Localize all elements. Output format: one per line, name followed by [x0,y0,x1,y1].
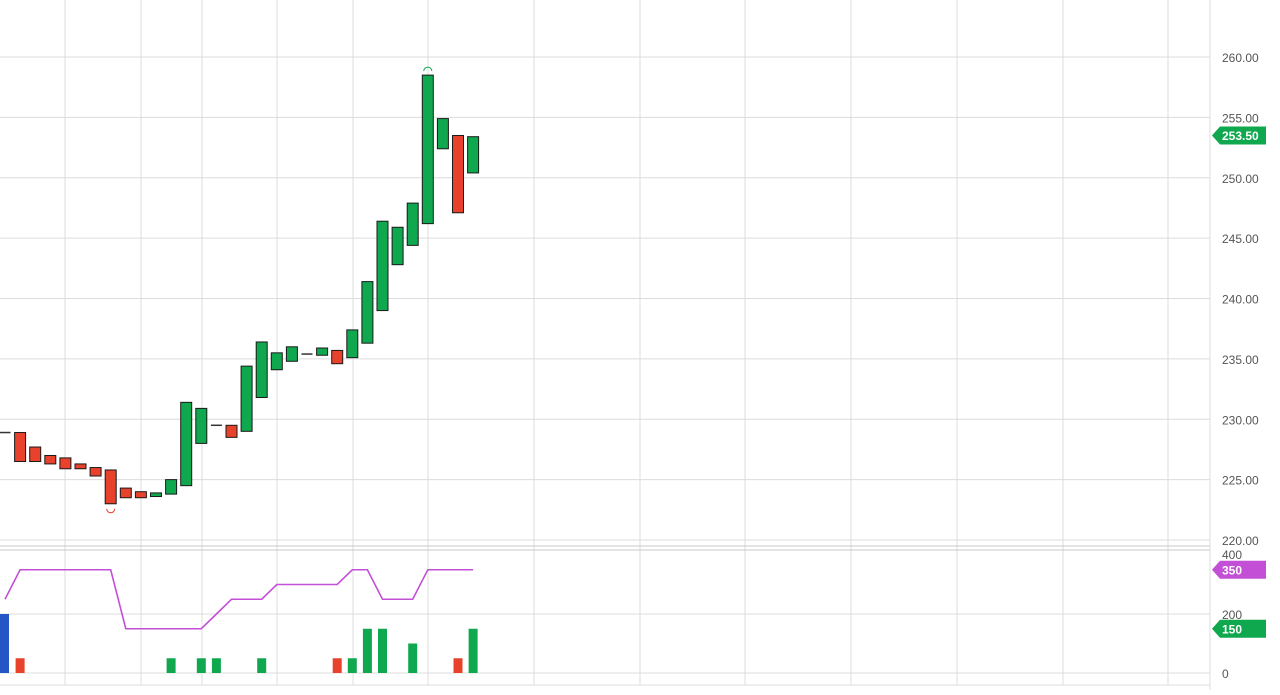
candle-up [391,226,404,266]
volume-bar [166,658,176,673]
volume-bar [453,658,463,673]
candle-down [104,469,117,505]
volume-bar [468,628,478,673]
candle-down [89,467,102,477]
volume-value-badge: 150 [1222,622,1242,636]
candle-up [180,401,193,487]
price-tick-label: 225.00 [1222,474,1259,488]
price-tick-label: 250.00 [1222,172,1259,186]
candle-up [436,118,449,150]
candle-down [14,432,27,463]
candle-up [165,479,178,495]
candle-down [59,457,72,470]
candle-down [134,491,147,499]
volume-bar [0,614,9,673]
volume-bar [257,658,267,673]
volume-bar [332,658,342,673]
last-price-badge: 253.50 [1222,129,1259,143]
candle-up [467,136,480,174]
candle-down [29,446,42,463]
price-tick-label: 245.00 [1222,232,1259,246]
candle-down [119,487,132,499]
candle-up [421,74,434,225]
low-marker [106,508,116,514]
last-price-badge-bg [1212,126,1266,145]
candle-up [346,329,359,359]
candle-up [376,220,389,312]
candle-up [361,281,374,344]
candle-down [74,463,87,470]
candle-down [225,424,238,438]
price-tick-label: 240.00 [1222,293,1259,307]
lower-tick-label: 200 [1222,608,1242,622]
price-tick-label: 235.00 [1222,353,1259,367]
price-tick-label: 260.00 [1222,51,1259,65]
high-marker [423,66,433,72]
volume-bar [196,658,206,673]
price-tick-label: 230.00 [1222,413,1259,427]
volume-bar [15,658,25,673]
candle-up [316,347,329,356]
price-tick-label: 220.00 [1222,534,1259,548]
volume-bar [362,628,372,673]
candle-down [331,349,344,365]
volume-value-badge-bg [1212,619,1266,638]
indicator-value-badge-bg [1212,560,1266,579]
volume-bar [378,628,387,673]
indicator-line [4,568,474,630]
candle-up [240,365,253,432]
indicator-value-badge: 350 [1222,563,1242,577]
volume-bar [211,658,221,673]
candle-up [285,346,298,362]
lower-tick-label: 400 [1222,548,1242,562]
candle-up [150,492,162,498]
candle-up [270,352,283,371]
candle-down [44,454,57,465]
candle-up [195,407,208,444]
volume-bar [347,658,357,673]
lower-tick-label: 0 [1222,667,1229,681]
price-tick-label: 255.00 [1222,111,1259,125]
volume-bar [408,643,418,673]
candle-up [255,341,268,399]
candle-down [452,134,464,214]
candle-up [406,202,419,246]
